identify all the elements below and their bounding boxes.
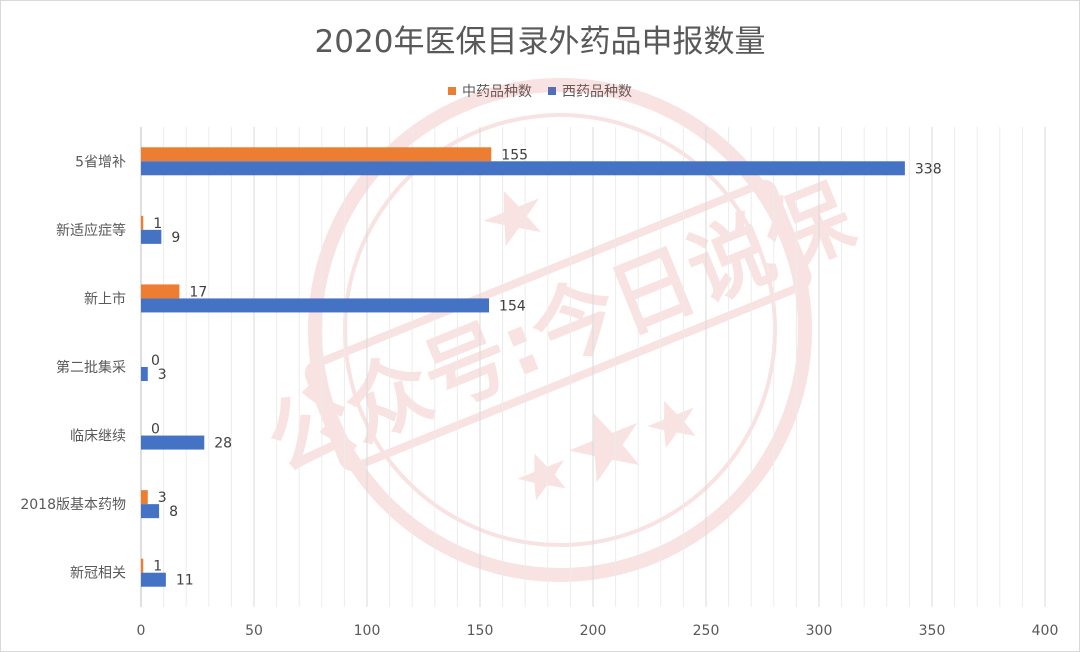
data-label: 154 xyxy=(499,298,526,314)
chart-title: 2020年医保目录外药品申报数量 xyxy=(314,24,766,60)
bar-series-0 xyxy=(141,215,144,230)
bar-series-1 xyxy=(141,229,162,244)
x-tick-label: 200 xyxy=(580,623,607,639)
x-tick-label: 250 xyxy=(693,623,720,639)
data-label: 0 xyxy=(151,353,160,369)
bar-series-0 xyxy=(141,558,144,573)
category-label: 第二批集采 xyxy=(56,359,126,376)
legend-item-series-0: 中药品种数 xyxy=(448,81,532,101)
data-label: 11 xyxy=(176,573,194,589)
data-label: 3 xyxy=(158,367,167,383)
category-label: 5省增补 xyxy=(75,154,126,170)
legend-label-series-0: 中药品种数 xyxy=(462,84,532,100)
bar-series-1 xyxy=(141,504,160,519)
data-label: 3 xyxy=(158,490,167,506)
bar-series-1 xyxy=(141,435,205,450)
bar-series-1 xyxy=(141,161,905,176)
data-label: 0 xyxy=(151,422,160,438)
category-label: 2018版基本药物 xyxy=(20,496,126,513)
data-label: 9 xyxy=(171,230,180,246)
bar-series-0 xyxy=(141,284,180,299)
legend-item-series-1: 西药品种数 xyxy=(548,81,632,101)
legend-swatch-series-1 xyxy=(548,87,556,95)
category-label: 新适应症等 xyxy=(56,222,126,239)
data-label: 17 xyxy=(189,284,207,300)
category-label: 临床继续 xyxy=(70,428,126,445)
x-tick-label: 400 xyxy=(1032,623,1059,639)
chart-legend: 中药品种数 西药品种数 xyxy=(0,81,1080,101)
x-tick-label: 350 xyxy=(919,623,946,639)
x-tick-label: 100 xyxy=(354,623,381,639)
legend-swatch-series-0 xyxy=(448,87,456,95)
x-tick-label: 0 xyxy=(137,623,146,639)
x-tick-label: 300 xyxy=(806,623,833,639)
x-tick-label: 150 xyxy=(467,623,494,639)
bar-series-1 xyxy=(141,298,490,313)
data-label: 1 xyxy=(153,216,162,232)
data-label: 338 xyxy=(915,161,942,177)
data-label: 155 xyxy=(501,147,528,163)
legend-label-series-1: 西药品种数 xyxy=(562,84,632,100)
bar-series-0 xyxy=(141,490,148,505)
x-tick-label: 50 xyxy=(245,623,263,639)
data-label: 8 xyxy=(169,504,178,520)
category-label: 新冠相关 xyxy=(70,566,126,582)
bar-series-1 xyxy=(141,367,148,381)
data-label: 28 xyxy=(214,436,232,452)
bar-series-0 xyxy=(141,147,492,162)
bar-series-1 xyxy=(141,572,166,587)
category-label: 新上市 xyxy=(84,290,126,307)
data-label: 1 xyxy=(153,559,162,575)
